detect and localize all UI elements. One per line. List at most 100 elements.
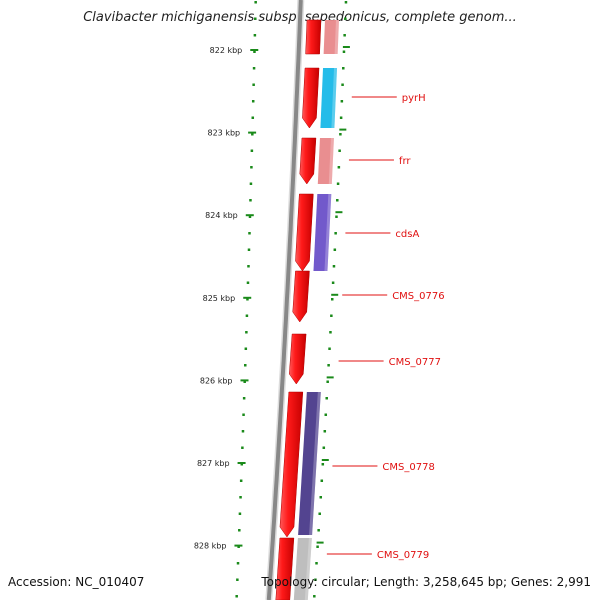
ruler-minor-tick — [242, 413, 245, 416]
ruler-minor-tick — [241, 430, 245, 433]
ruler-minor-tick — [239, 479, 243, 482]
right-ruler-minor-tick — [336, 182, 340, 185]
right-ruler-minor-tick — [344, 1, 348, 4]
ruler-minor-tick — [252, 83, 255, 86]
ruler-minor-tick — [246, 281, 250, 284]
ruler-minor-tick — [250, 149, 254, 152]
right-ruler-minor-tick — [330, 298, 334, 301]
right-ruler-minor-tick — [339, 133, 342, 136]
feature-block-highlight — [304, 538, 312, 600]
forward-gene-arrow[interactable] — [292, 270, 310, 323]
right-ruler-minor-tick — [343, 34, 346, 37]
ruler-tick-label: 824 kbp — [205, 211, 238, 220]
ruler-tick-label: 822 kbp — [210, 46, 243, 55]
right-ruler-minor-tick — [323, 430, 327, 433]
feature-block-highlight — [324, 194, 332, 271]
ruler-minor-tick — [253, 34, 257, 37]
feature-block-highlight — [331, 68, 338, 128]
right-ruler-minor-tick — [319, 496, 323, 499]
ruler-minor-tick — [238, 529, 241, 532]
right-ruler-minor-tick — [322, 446, 326, 449]
right-ruler-minor-tick — [321, 463, 325, 466]
right-ruler-minor-tick — [329, 331, 332, 334]
right-ruler-minor-tick — [316, 545, 319, 548]
ruler-tick-label: 828 kbp — [194, 542, 227, 551]
ruler-minor-tick — [243, 380, 246, 383]
ruler-minor-tick — [248, 215, 252, 218]
right-ruler-minor-tick — [344, 17, 347, 20]
ruler-minor-tick — [250, 166, 253, 169]
right-ruler-minor-tick — [341, 83, 344, 86]
ruler-minor-tick — [244, 347, 248, 350]
ruler-minor-tick — [239, 496, 242, 499]
ruler-minor-tick — [246, 298, 249, 301]
right-ruler-minor-tick — [320, 479, 324, 482]
ruler-minor-tick — [251, 133, 254, 136]
ruler-minor-tick — [241, 446, 244, 449]
right-ruler-minor-tick — [335, 215, 338, 218]
ruler-minor-tick — [244, 364, 247, 367]
ruler-minor-tick — [242, 397, 246, 400]
forward-gene-arrow[interactable] — [289, 333, 307, 385]
ruler-minor-tick — [245, 331, 248, 334]
ruler-tick-label: 825 kbp — [203, 294, 236, 303]
ruler-tick-label: 826 kbp — [200, 376, 233, 385]
feature-block[interactable] — [293, 538, 312, 600]
right-ruler-minor-tick — [342, 50, 346, 53]
gene-label[interactable]: CMS_0779 — [377, 550, 429, 561]
forward-gene-arrow[interactable] — [305, 19, 322, 55]
right-ruler-minor-tick — [333, 248, 337, 251]
accession-text: Accession: NC_010407 — [8, 575, 145, 589]
forward-gene-arrow[interactable] — [302, 67, 320, 129]
ruler-minor-tick — [254, 1, 257, 4]
forward-gene-arrow[interactable] — [299, 137, 317, 185]
ruler-minor-tick — [248, 232, 251, 235]
right-ruler-minor-tick — [330, 314, 333, 317]
ruler-minor-tick — [253, 50, 256, 53]
feature-block[interactable] — [313, 194, 332, 271]
gene-label[interactable]: cdsA — [395, 229, 419, 240]
right-ruler-minor-tick — [325, 397, 328, 400]
feature-block[interactable] — [323, 20, 339, 54]
ruler-minor-tick — [235, 595, 238, 598]
right-ruler-minor-tick — [337, 166, 341, 169]
right-ruler-minor-tick — [342, 67, 345, 70]
right-ruler-minor-tick — [340, 100, 344, 103]
right-ruler-minor-tick — [332, 265, 336, 268]
feature-block[interactable] — [317, 138, 334, 184]
ruler-minor-tick — [249, 199, 252, 202]
gene-label[interactable]: CMS_0777 — [389, 357, 441, 368]
forward-gene-arrow[interactable] — [275, 537, 295, 600]
right-ruler-minor-tick — [326, 380, 329, 383]
right-ruler-minor-tick — [315, 562, 318, 565]
gene-label[interactable]: CMS_0778 — [382, 462, 434, 473]
feature-block[interactable] — [298, 392, 321, 535]
right-ruler-minor-tick — [338, 149, 341, 152]
ruler-minor-tick — [236, 578, 239, 581]
right-ruler-minor-tick — [318, 512, 321, 515]
feature-block[interactable] — [320, 68, 338, 128]
ruler-minor-tick — [240, 463, 244, 466]
right-ruler-minor-tick — [324, 413, 328, 416]
right-ruler-minor-tick — [336, 199, 339, 202]
right-ruler-minor-tick — [314, 578, 317, 581]
right-ruler-minor-tick — [328, 347, 331, 350]
ruler-minor-tick — [251, 100, 255, 103]
right-ruler-minor-tick — [339, 116, 343, 119]
feature-block-highlight — [328, 138, 334, 184]
gene-label[interactable]: pyrH — [402, 93, 426, 104]
gene-label[interactable]: CMS_0776 — [392, 291, 444, 302]
right-ruler-minor-tick — [317, 529, 320, 532]
ruler-tick-label: 827 kbp — [197, 459, 230, 468]
forward-gene-arrow[interactable] — [295, 193, 314, 272]
gene-label[interactable]: frr — [399, 156, 411, 167]
ruler-minor-tick — [236, 562, 240, 565]
feature-block-highlight — [334, 20, 339, 54]
ruler-minor-tick — [247, 248, 251, 251]
ruler-tick-label: 823 kbp — [208, 129, 241, 138]
ruler-minor-tick — [249, 182, 253, 185]
forward-gene-arrow[interactable] — [279, 391, 304, 538]
ruler-minor-tick — [247, 265, 250, 268]
